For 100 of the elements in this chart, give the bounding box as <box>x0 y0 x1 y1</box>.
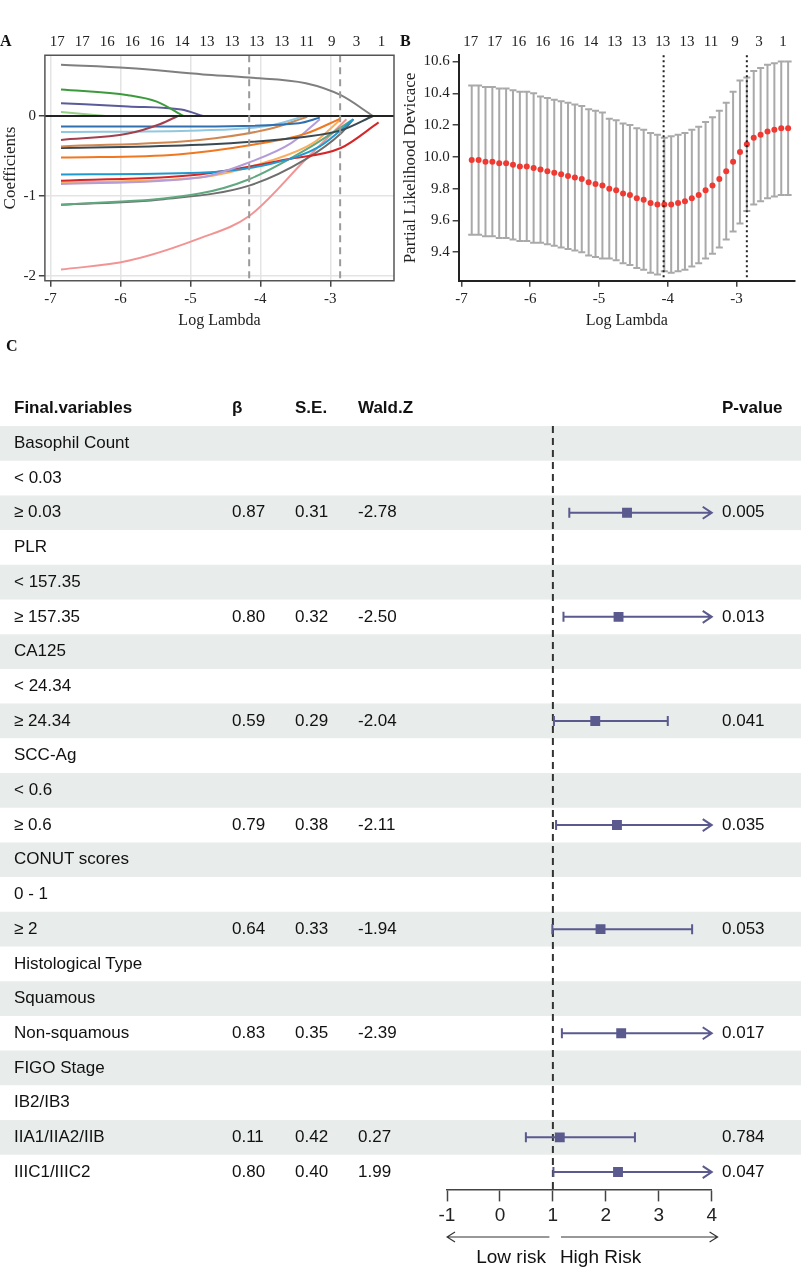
point <box>716 176 723 183</box>
point <box>633 195 640 202</box>
y-tick-label: SCC-Ag <box>14 745 77 765</box>
data-label: 0.32 <box>295 606 329 626</box>
chart-title: A <box>0 31 12 49</box>
line-series <box>59 102 205 117</box>
point <box>606 185 613 192</box>
y-tick-label: 0 <box>28 106 36 123</box>
point <box>489 158 496 165</box>
line-series <box>59 115 304 133</box>
y-tick-label: 0 - 1 <box>14 884 49 904</box>
text: 14 <box>583 32 599 49</box>
text: 17 <box>49 32 66 49</box>
data-label: 0.80 <box>232 606 266 626</box>
point <box>592 180 599 187</box>
text: C <box>6 337 18 355</box>
y-tick-label: 9.4 <box>430 243 451 260</box>
point <box>757 131 764 138</box>
y-tick-label: PLR <box>14 537 48 557</box>
point <box>771 126 778 133</box>
data-label: -1.94 <box>358 918 397 938</box>
point <box>475 157 482 164</box>
data-label: 0.38 <box>295 814 329 834</box>
point <box>523 163 530 170</box>
data-label: -2.39 <box>358 1022 397 1042</box>
y-tick-label: -1 <box>23 186 36 203</box>
y-tick-label: < 0.6 <box>14 780 53 800</box>
text: 17 <box>487 32 503 49</box>
y-tick-label: Non-squamous <box>14 1022 130 1042</box>
text: 1 <box>779 32 787 49</box>
y-tick-label: < 0.03 <box>14 467 62 487</box>
data-label: 0.59 <box>232 710 266 730</box>
point <box>668 201 675 208</box>
data-label: 0.64 <box>232 918 266 938</box>
point <box>503 160 510 167</box>
x-tick-label: Wald.Z <box>358 398 414 418</box>
point <box>620 190 627 197</box>
text: 13 <box>274 32 290 49</box>
text: 13 <box>607 32 623 49</box>
text: 0.047 <box>722 1161 765 1181</box>
text: 13 <box>655 32 671 49</box>
text: 16 <box>559 32 575 49</box>
point <box>688 195 695 202</box>
line-series <box>59 63 375 117</box>
text: 13 <box>631 32 647 49</box>
data-label: 0.27 <box>358 1127 392 1147</box>
point <box>654 201 661 208</box>
x-axis-title: Log Lambda <box>178 310 261 329</box>
point <box>565 172 572 179</box>
point <box>709 182 716 189</box>
point <box>750 134 757 141</box>
point <box>537 166 544 173</box>
text: 17 <box>463 32 479 49</box>
y-tick-label: 10.4 <box>423 84 451 101</box>
y-tick-label: 9.8 <box>430 179 450 196</box>
text: 16 <box>511 32 527 49</box>
x-tick-label: 2 <box>600 1204 612 1226</box>
data-label: 0.31 <box>295 502 329 522</box>
point <box>599 182 606 189</box>
text: 9 <box>327 32 336 49</box>
y-axis-title: Partial Likelihood Devicace <box>399 72 419 264</box>
x-tick-label: -5 <box>184 289 197 306</box>
point <box>482 158 489 165</box>
y-tick-label: < 157.35 <box>14 571 81 591</box>
text: 13 <box>224 32 240 49</box>
y-tick-label: 10.2 <box>423 116 450 133</box>
text: High Risk <box>559 1245 642 1267</box>
y-axis-title: Coefficients <box>0 126 19 210</box>
point <box>626 192 633 199</box>
x-tick-label: -5 <box>592 289 606 306</box>
point <box>723 168 730 175</box>
y-tick-label: ≥ 24.34 <box>14 710 71 730</box>
point <box>640 196 647 203</box>
point <box>681 198 688 205</box>
y-tick-label: FIGO Stage <box>14 1057 105 1077</box>
y-tick-label: ≥ 2 <box>14 918 38 938</box>
data-label: 0.87 <box>232 502 266 522</box>
y-tick-label: CA125 <box>14 641 66 661</box>
y-tick-label: ≥ 0.03 <box>14 502 62 522</box>
line-series <box>59 88 185 117</box>
x-tick-label: -4 <box>661 289 675 306</box>
text: 16 <box>149 32 166 49</box>
point <box>613 187 620 194</box>
x-tick-label: -6 <box>523 289 537 306</box>
line-series <box>59 115 375 149</box>
text: 13 <box>249 32 265 49</box>
text: 3 <box>755 32 763 49</box>
x-tick-label: -7 <box>455 289 469 306</box>
x-tick-label: -3 <box>324 289 337 306</box>
data-label: 0.40 <box>295 1161 329 1181</box>
text: 16 <box>124 32 141 49</box>
point <box>702 187 709 194</box>
y-tick-label: -2 <box>23 266 36 283</box>
text: 13 <box>679 32 695 49</box>
text: 1 <box>377 32 386 49</box>
y-tick-label: 10.6 <box>423 52 451 69</box>
text: 11 <box>299 32 314 49</box>
text: 3 <box>352 32 361 49</box>
x-tick-label: 0 <box>494 1204 506 1226</box>
data-label: -2.11 <box>358 814 396 834</box>
